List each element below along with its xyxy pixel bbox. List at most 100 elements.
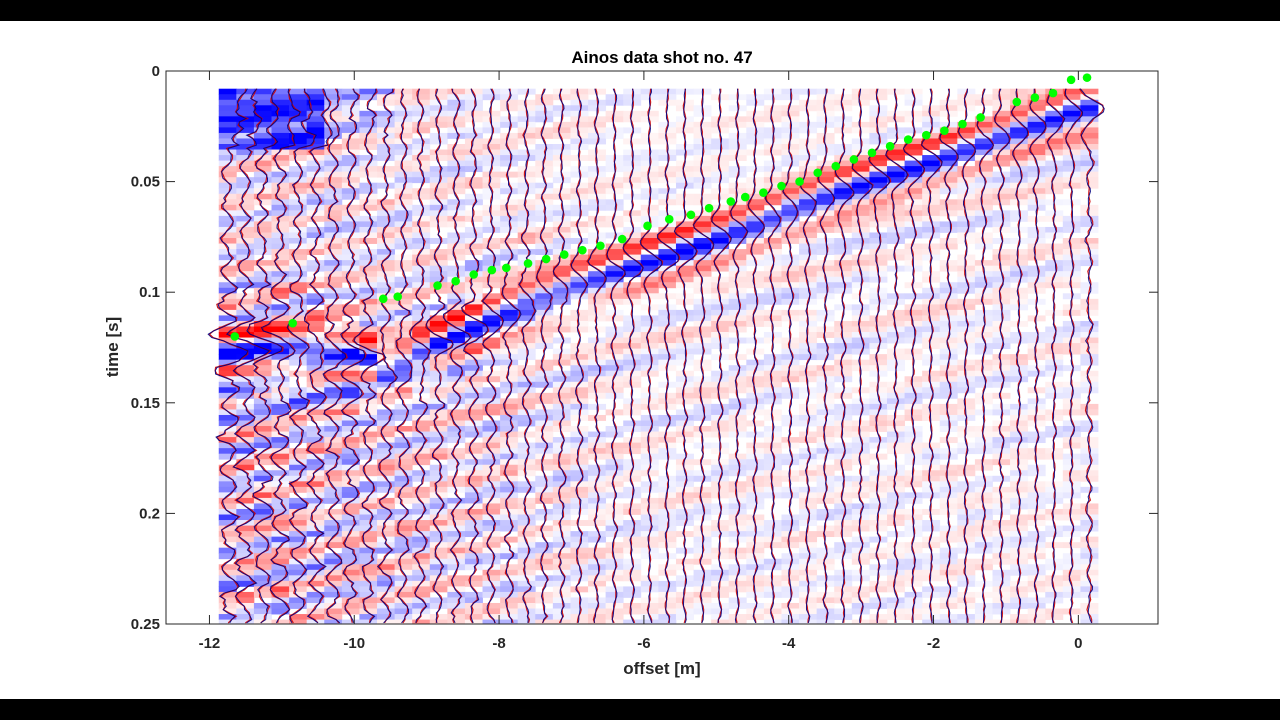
amplitude-cell (552, 470, 571, 477)
amplitude-cell (799, 182, 818, 189)
amplitude-cell (781, 199, 800, 206)
amplitude-cell (447, 309, 466, 316)
amplitude-cell (746, 442, 765, 449)
amplitude-cell (816, 426, 835, 432)
amplitude-cell (535, 542, 554, 549)
amplitude-cell (746, 249, 765, 255)
amplitude-cell (728, 116, 747, 123)
amplitude-cell (588, 132, 607, 139)
amplitude-cell (851, 188, 870, 195)
amplitude-cell (341, 591, 360, 598)
amplitude-cell (605, 232, 624, 239)
amplitude-cell (271, 597, 290, 604)
amplitude-cell (763, 144, 782, 150)
amplitude-cell (218, 569, 237, 576)
amplitude-cell (992, 326, 1011, 333)
amplitude-cell (500, 343, 519, 350)
amplitude-cell (429, 249, 448, 255)
amplitude-cell (1010, 116, 1029, 123)
amplitude-cell (728, 166, 747, 173)
amplitude-cell (922, 525, 941, 532)
amplitude-cell (271, 591, 290, 598)
amplitude-cell (834, 597, 853, 604)
amplitude-cell (359, 348, 378, 355)
amplitude-cell (588, 614, 607, 620)
amplitude-cell (412, 459, 431, 466)
amplitude-cell (253, 602, 272, 609)
amplitude-cell (588, 486, 607, 493)
amplitude-cell (834, 249, 853, 255)
amplitude-cell (816, 171, 835, 178)
amplitude-cell (693, 326, 712, 333)
amplitude-cell (552, 409, 571, 416)
amplitude-cell (588, 536, 607, 543)
amplitude-cell (570, 210, 589, 217)
amplitude-cell (1062, 138, 1081, 145)
amplitude-cell (675, 376, 694, 383)
amplitude-cell (464, 144, 483, 150)
amplitude-cell (746, 370, 765, 377)
amplitude-cell (799, 564, 818, 571)
amplitude-cell (763, 459, 782, 466)
amplitude-cell (535, 381, 554, 388)
amplitude-cell (570, 531, 589, 538)
amplitude-cell (992, 155, 1011, 161)
amplitude-cell (218, 486, 237, 493)
amplitude-cell (974, 320, 993, 327)
amplitude-cell (535, 315, 554, 322)
amplitude-cell (394, 326, 413, 333)
amplitude-cell (306, 265, 325, 272)
wiggle-trace-line (816, 88, 835, 623)
pick-point (976, 113, 985, 122)
amplitude-cell (1027, 171, 1046, 178)
amplitude-cell (324, 448, 343, 455)
amplitude-cell (1080, 254, 1099, 261)
amplitude-cell (500, 293, 519, 300)
amplitude-cell (306, 110, 325, 117)
amplitude-cell (341, 359, 360, 366)
amplitude-cell (605, 475, 624, 482)
amplitude-cell (464, 392, 483, 399)
amplitude-cell (781, 453, 800, 460)
amplitude-cell (728, 315, 747, 322)
amplitude-cell (640, 536, 659, 543)
amplitude-cell (289, 514, 308, 521)
amplitude-cell (324, 475, 343, 482)
amplitude-cell (394, 343, 413, 350)
amplitude-cell (957, 514, 976, 521)
amplitude-cell (341, 409, 360, 416)
amplitude-cell (904, 188, 923, 195)
amplitude-cell (834, 260, 853, 267)
amplitude-cell (746, 116, 765, 123)
amplitude-cell (377, 486, 395, 493)
amplitude-cell (605, 547, 624, 554)
amplitude-cell (1080, 503, 1099, 510)
amplitude-cell (341, 547, 360, 554)
amplitude-cell (1080, 381, 1099, 388)
amplitude-cell (623, 254, 642, 261)
amplitude-cell (464, 542, 483, 549)
amplitude-cell (869, 520, 888, 526)
amplitude-cell (1080, 470, 1099, 477)
amplitude-cell (904, 492, 923, 499)
amplitude-cell (992, 553, 1011, 560)
amplitude-cell (253, 558, 272, 565)
amplitude-cell (1062, 442, 1081, 449)
plot-area (165, 70, 1159, 625)
amplitude-cell (957, 215, 976, 222)
amplitude-cell (1080, 486, 1099, 493)
amplitude-cell (939, 260, 958, 267)
amplitude-cell (236, 464, 255, 471)
amplitude-cell (271, 309, 290, 316)
amplitude-cell (517, 553, 536, 560)
amplitude-cell (693, 558, 712, 565)
amplitude-cell (1080, 99, 1099, 106)
amplitude-cell (763, 177, 782, 184)
amplitude-cell (236, 547, 255, 554)
amplitude-cell (570, 138, 589, 145)
amplitude-cell (482, 138, 501, 145)
amplitude-cell (1080, 553, 1099, 560)
amplitude-cell (306, 155, 325, 161)
amplitude-cell (429, 315, 448, 322)
amplitude-cell (447, 459, 466, 466)
